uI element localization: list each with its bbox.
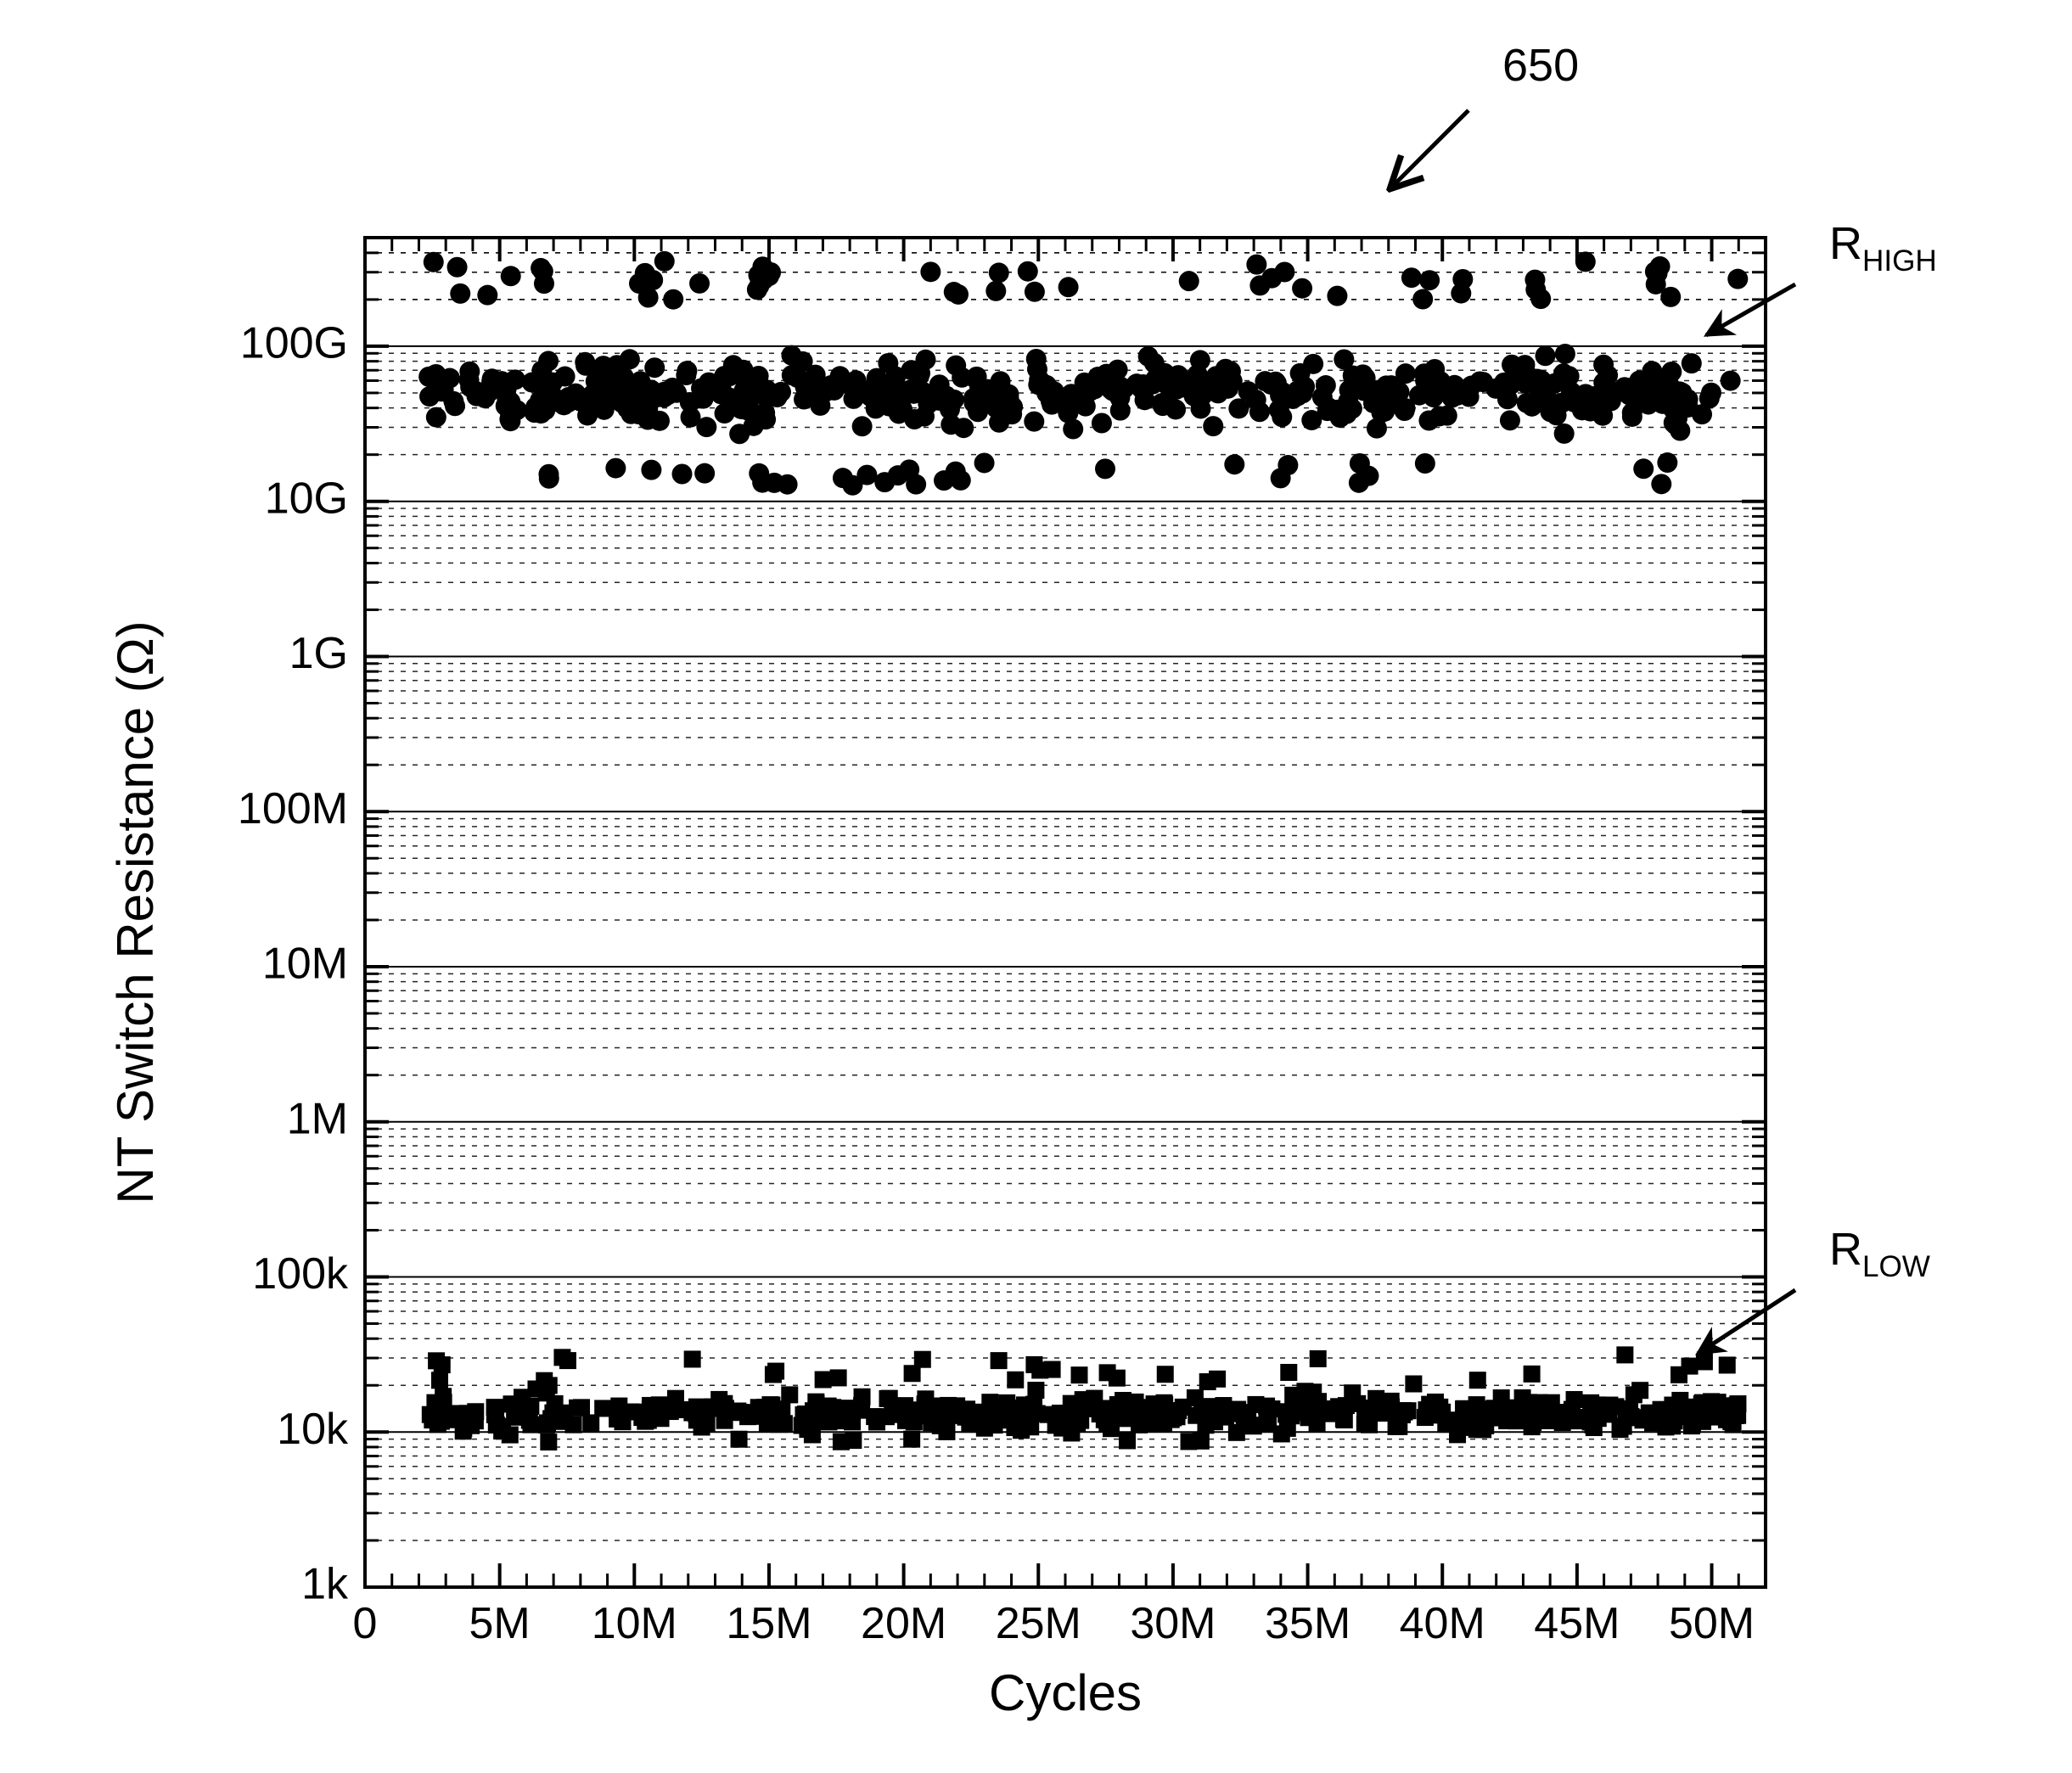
x-tick-label: 30M	[1130, 1599, 1216, 1648]
figure-container: 1k 10k 100k 1M 10M 100M 1G 10G 100G 0 5M 10M 15M 20M 2…	[0, 0, 2072, 1773]
y-tick-label: 1k	[301, 1560, 349, 1609]
figure-label: 650	[1502, 40, 1579, 91]
x-tick-label: 20M	[861, 1599, 946, 1648]
y-tick-label: 10M	[262, 940, 348, 989]
x-tick-label: 25M	[996, 1599, 1081, 1648]
x-axis-label: Cycles	[989, 1664, 1142, 1721]
y-tick-label: 100k	[252, 1249, 349, 1299]
y-tick-label: 1M	[287, 1094, 348, 1143]
x-tick-label: 0	[353, 1599, 378, 1648]
y-tick-label: 10k	[277, 1405, 349, 1454]
scatter-chart: 1k 10k 100k 1M 10M 100M 1G 10G 100G 0 5M 10M 15M 20M 2…	[0, 0, 2072, 1773]
x-tick-label: 40M	[1400, 1599, 1485, 1648]
x-tick-label: 15M	[726, 1599, 811, 1648]
y-tick-label: 1G	[289, 629, 348, 678]
x-tick-label: 10M	[592, 1599, 677, 1648]
x-tick-label: 45M	[1534, 1599, 1620, 1648]
x-tick-label: 5M	[469, 1599, 531, 1648]
y-tick-label: 100M	[238, 784, 348, 833]
y-tick-label: 10G	[265, 474, 348, 523]
x-tick-label: 35M	[1265, 1599, 1350, 1648]
x-tick-label: 50M	[1669, 1599, 1755, 1648]
y-tick-label: 100G	[240, 319, 348, 368]
y-axis-label: NT Switch Resistance (Ω)	[107, 620, 164, 1204]
